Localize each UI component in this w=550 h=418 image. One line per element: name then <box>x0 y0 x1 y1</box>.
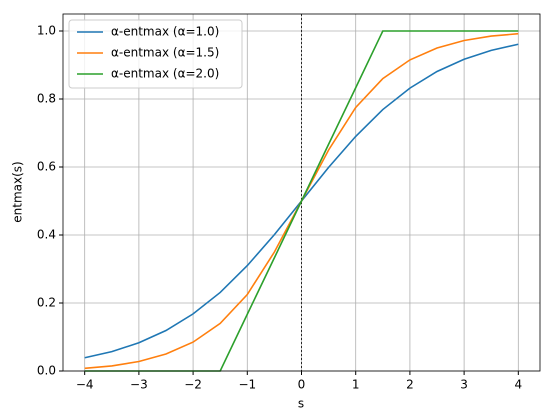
x-tick-label: −3 <box>130 378 148 392</box>
y-tick-label: 0.6 <box>37 160 56 174</box>
x-tick-label: −2 <box>184 378 202 392</box>
y-tick-label: 0.4 <box>37 228 56 242</box>
x-tick-label: 3 <box>460 378 468 392</box>
x-tick-label: 0 <box>298 378 306 392</box>
legend-label: α-entmax (α=2.0) <box>111 67 219 81</box>
x-tick-label: 2 <box>406 378 414 392</box>
y-tick-label: 0.8 <box>37 92 56 106</box>
x-axis-label: s <box>298 397 304 411</box>
legend-label: α-entmax (α=1.5) <box>111 46 219 60</box>
x-tick-label: −1 <box>238 378 256 392</box>
y-axis-label: entmax(s) <box>11 161 25 222</box>
y-tick-label: 1.0 <box>37 24 56 38</box>
x-tick-label: 1 <box>352 378 360 392</box>
x-tick-label: 4 <box>514 378 522 392</box>
legend-label: α-entmax (α=1.0) <box>111 25 219 39</box>
x-tick-label: −4 <box>76 378 94 392</box>
legend-box <box>68 19 243 89</box>
y-tick-label: 0.2 <box>37 296 56 310</box>
y-tick-label: 0.0 <box>37 364 56 378</box>
plot-frame <box>62 13 541 372</box>
